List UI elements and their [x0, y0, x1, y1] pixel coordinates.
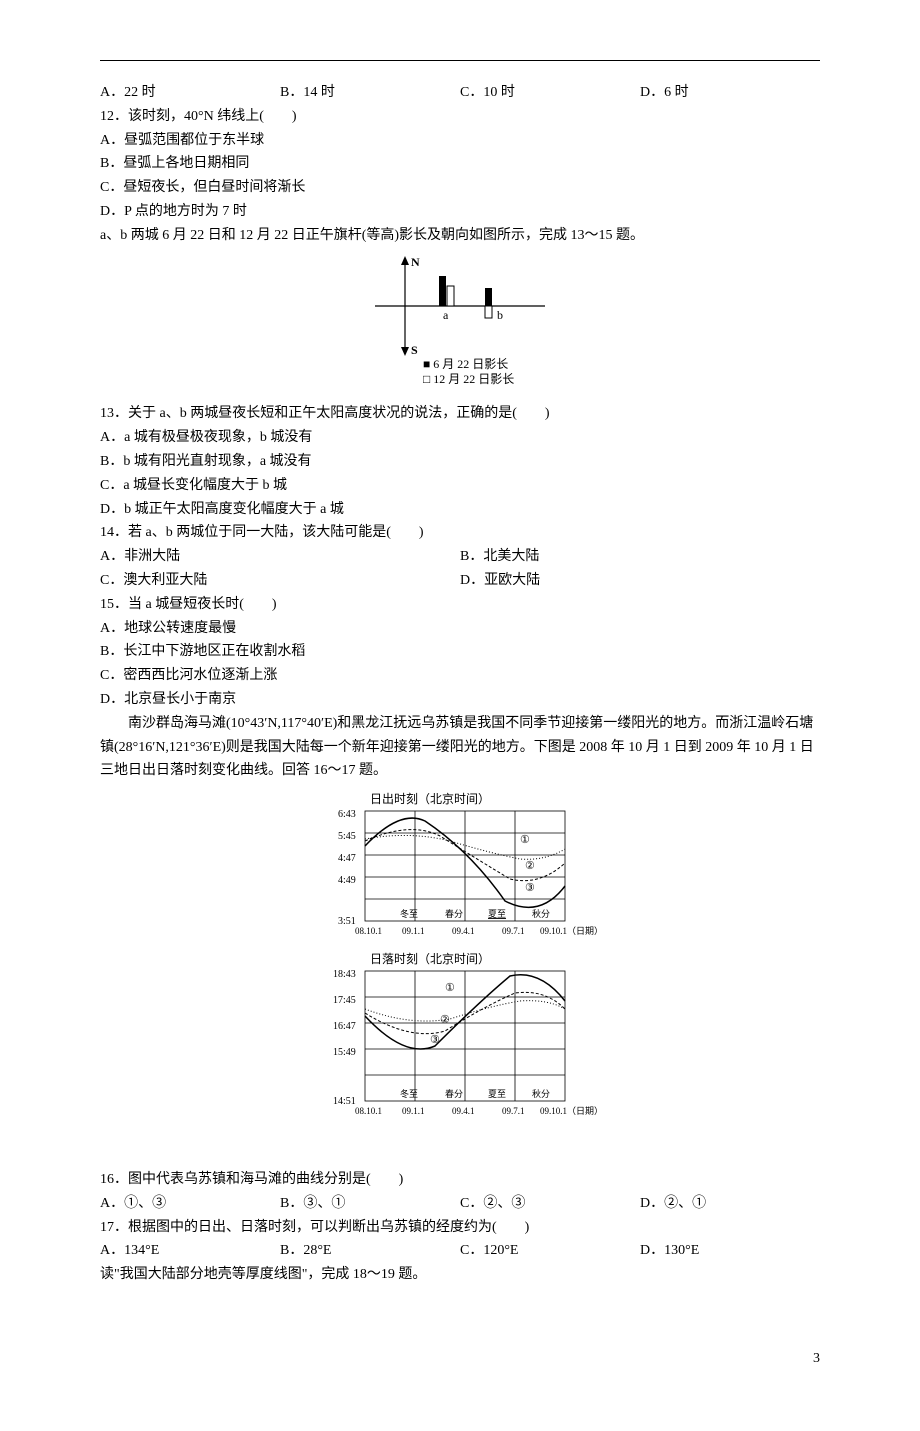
fig1-S: S	[411, 343, 418, 357]
fig2a-x4: 09.10.1（日期）	[540, 926, 603, 936]
fig2-y2-4: 14:51	[333, 1096, 356, 1107]
q12-optB: B．昼弧上各地日期相同	[100, 152, 820, 176]
q16-options: A．①、③ B．③、① C．②、③ D．②、①	[100, 1192, 820, 1216]
fig2b-s3: 夏至	[488, 1089, 506, 1099]
fig2-title1: 日出时刻（北京时间）	[370, 792, 490, 806]
q11-options: A．22 时 B．14 时 C．10 时 D．6 时	[100, 81, 820, 105]
q16-optC: C．②、③	[460, 1192, 640, 1216]
q15-optA: A．地球公转速度最慢	[100, 617, 820, 641]
fig2a-x0: 08.10.1	[355, 926, 382, 936]
fig2a-circ3: ③	[525, 882, 535, 894]
fig2a-x2: 09.4.1	[452, 926, 475, 936]
fig1-legend2: □ 12 月 22 日影长	[423, 372, 514, 386]
q12-stem: 12．该时刻，40°N 纬线上( )	[100, 105, 820, 129]
q16-stem: 16．图中代表乌苏镇和海马滩的曲线分别是( )	[100, 1168, 820, 1192]
q14-optA: A．非洲大陆	[100, 545, 460, 569]
q14-optD: D．亚欧大陆	[460, 569, 820, 593]
fig2b-x1: 09.1.1	[402, 1106, 425, 1116]
fig2b-circ1: ①	[445, 982, 455, 994]
intro-16-17: 南沙群岛海马滩(10°43′N,117°40′E)和黑龙江抚远乌苏镇是我国不同季…	[100, 712, 820, 783]
intro-13-15: a、b 两城 6 月 22 日和 12 月 22 日正午旗杆(等高)影长及朝向如…	[100, 224, 820, 248]
intro-18-19: 读"我国大陆部分地壳等厚度线图"，完成 18～19 题。	[100, 1263, 820, 1287]
q14-optC: C．澳大利亚大陆	[100, 569, 460, 593]
fig2-y2-3: 15:49	[333, 1047, 356, 1058]
q14-stem: 14．若 a、b 两城位于同一大陆，该大陆可能是( )	[100, 521, 820, 545]
fig2-y1-3: 4:49	[338, 875, 356, 886]
fig2b-x2: 09.4.1	[452, 1106, 475, 1116]
q13-optB: B．b 城有阳光直射现象，a 城没有	[100, 450, 820, 474]
fig2b-s4: 秋分	[532, 1088, 550, 1099]
q12-optD: D．P 点的地方时为 7 时	[100, 200, 820, 224]
figure-sunrise-sunset: 日出时刻（北京时间） 6:43 5:45 4:47 4:49 3:51 ① ② …	[100, 791, 820, 1160]
fig2-y2-2: 16:47	[333, 1021, 356, 1032]
fig2a-s2: 春分	[445, 908, 463, 919]
fig2-y2-1: 17:45	[333, 995, 356, 1006]
fig1-b: b	[497, 308, 503, 322]
fig2-y1-4: 3:51	[338, 916, 356, 927]
fig2b-x3: 09.7.1	[502, 1106, 525, 1116]
q17-optA: A．134°E	[100, 1239, 280, 1263]
q17-optB: B．28°E	[280, 1239, 460, 1263]
fig2-title2: 日落时刻（北京时间）	[370, 952, 490, 966]
q17-stem: 17．根据图中的日出、日落时刻，可以判断出乌苏镇的经度约为( )	[100, 1216, 820, 1240]
q12-optC: C．昼短夜长，但白昼时间将渐长	[100, 176, 820, 200]
fig2a-s3: 夏至	[488, 909, 506, 919]
fig1-N: N	[411, 256, 420, 269]
fig2b-s1: 冬至	[400, 1088, 418, 1099]
fig1-a: a	[443, 308, 449, 322]
q13-optD: D．b 城正午太阳高度变化幅度大于 a 城	[100, 498, 820, 522]
fig2-y1-2: 4:47	[338, 853, 356, 864]
q13-optA: A．a 城有极昼极夜现象，b 城没有	[100, 426, 820, 450]
fig2-y2-0: 18:43	[333, 969, 356, 980]
fig2b-x4: 09.10.1（日期）	[540, 1106, 603, 1116]
fig2b-s2: 春分	[445, 1088, 463, 1099]
q15-optB: B．长江中下游地区正在收割水稻	[100, 640, 820, 664]
fig1-legend1: ■ 6 月 22 日影长	[423, 357, 508, 371]
page-header-rule	[100, 60, 820, 61]
q16-optB: B．③、①	[280, 1192, 460, 1216]
fig2b-circ3: ③	[430, 1034, 440, 1046]
fig2b-x0: 08.10.1	[355, 1106, 382, 1116]
fig2a-s1: 冬至	[400, 908, 418, 919]
q14-options: A．非洲大陆 B．北美大陆 C．澳大利亚大陆 D．亚欧大陆	[100, 545, 820, 593]
q17-options: A．134°E B．28°E C．120°E D．130°E	[100, 1239, 820, 1263]
fig2b-circ2: ②	[440, 1014, 450, 1026]
q16-optD: D．②、①	[640, 1192, 820, 1216]
figure-flagpole: N S a b ■ 6 月 22 日影长 □ 12 月 22 日影长	[100, 256, 820, 395]
fig2-y1-0: 6:43	[338, 809, 356, 820]
q14-optB: B．北美大陆	[460, 545, 820, 569]
q12-optA: A．昼弧范围都位于东半球	[100, 129, 820, 153]
q17-optC: C．120°E	[460, 1239, 640, 1263]
fig2a-x1: 09.1.1	[402, 926, 425, 936]
q11-optB: B．14 时	[280, 81, 460, 105]
q16-optA: A．①、③	[100, 1192, 280, 1216]
q13-optC: C．a 城昼长变化幅度大于 b 城	[100, 474, 820, 498]
q11-optD: D．6 时	[640, 81, 820, 105]
fig2a-circ2: ②	[525, 860, 535, 872]
q15-optC: C．密西西比河水位逐渐上涨	[100, 664, 820, 688]
q11-optC: C．10 时	[460, 81, 640, 105]
fig2-y1-1: 5:45	[338, 831, 356, 842]
fig2a-x3: 09.7.1	[502, 926, 525, 936]
q15-optD: D．北京昼长小于南京	[100, 688, 820, 712]
fig2a-s4: 秋分	[532, 908, 550, 919]
page-number: 3	[100, 1347, 820, 1371]
q15-stem: 15．当 a 城昼短夜长时( )	[100, 593, 820, 617]
q13-stem: 13．关于 a、b 两城昼夜长短和正午太阳高度状况的说法，正确的是( )	[100, 402, 820, 426]
q11-optA: A．22 时	[100, 81, 280, 105]
q17-optD: D．130°E	[640, 1239, 820, 1263]
fig2a-circ1: ①	[520, 834, 530, 846]
